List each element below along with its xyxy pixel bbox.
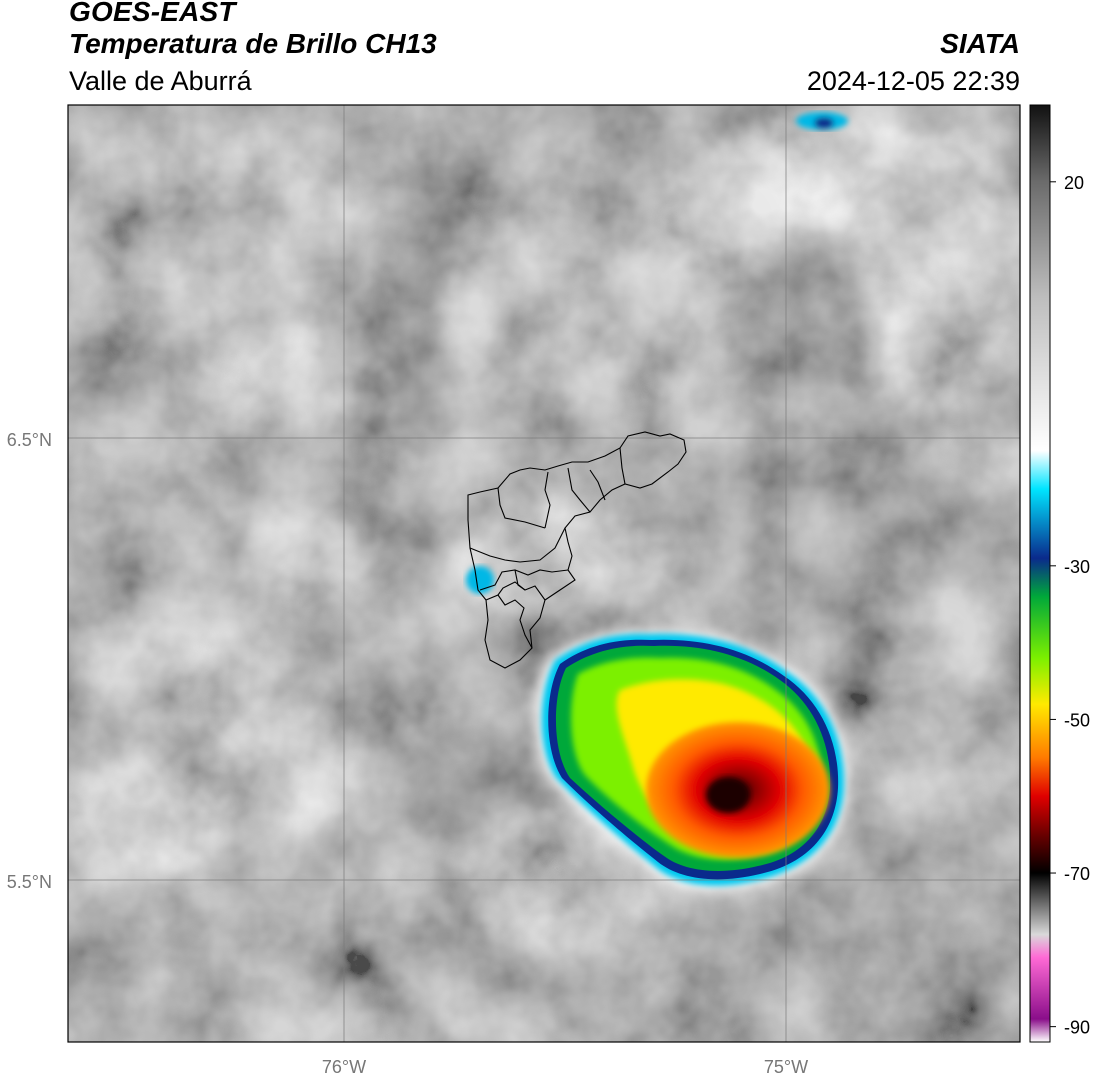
datetime-label: 2024-12-05 22:39 <box>806 66 1020 96</box>
map-area <box>68 105 1020 1042</box>
lat-label-5-5: 5.5°N <box>7 872 52 892</box>
colorbar-tick-label: -50 <box>1064 710 1090 730</box>
colorbar-scale <box>1030 105 1050 1042</box>
colorbar-tick-label: -30 <box>1064 557 1090 577</box>
lon-label-75: 75°W <box>764 1057 808 1077</box>
municipality-boundaries <box>467 431 687 669</box>
organization-label: SIATA <box>940 28 1020 59</box>
colorbar-tick-label: -70 <box>1064 864 1090 884</box>
satellite-title: GOES-EAST <box>69 0 236 27</box>
product-title: Temperatura de Brillo CH13 <box>69 28 437 59</box>
region-label: Valle de Aburrá <box>69 66 252 96</box>
convective-storm <box>534 631 849 892</box>
colorbar-tick-label: 20 <box>1064 173 1084 193</box>
small-cloud-top <box>796 112 848 130</box>
map-frame <box>67 104 1021 1043</box>
lat-label-6-5: 6.5°N <box>7 430 52 450</box>
lon-label-76: 76°W <box>322 1057 366 1077</box>
graticule <box>68 105 1020 1042</box>
colorbar-frame <box>1029 104 1051 1043</box>
colorbar-tick-label: -90 <box>1064 1018 1090 1038</box>
colorbar: 20 -30 -50 -70 -90 <box>1029 104 1090 1043</box>
